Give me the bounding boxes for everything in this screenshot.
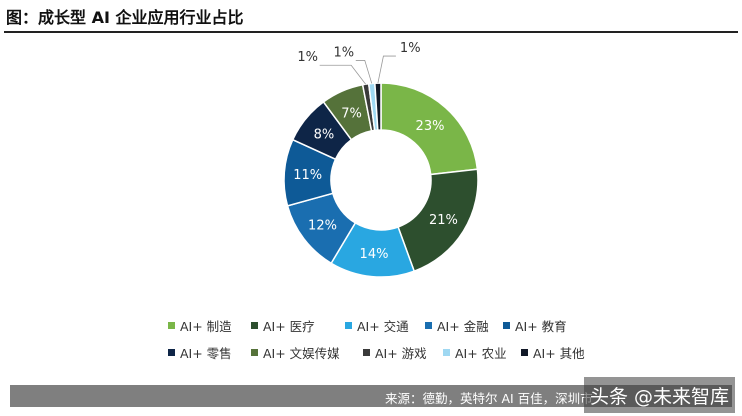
legend-swatch <box>503 322 510 329</box>
slice-label-ai-plus制造: 23% <box>416 119 445 134</box>
chart-title: 图：成长型 AI 企业应用行业占比 <box>6 8 244 27</box>
watermark: 头条 @未来智库 <box>584 377 736 413</box>
legend-swatch <box>168 322 175 329</box>
legend-label: AI+ 零售 <box>180 346 232 361</box>
donut-chart: 23% 21% 14% 12% 11% 8% 7% 1% 1% 1% <box>283 41 479 278</box>
legend-label: AI+ 游戏 <box>375 346 427 361</box>
leader-line-ai-plus其他 <box>377 55 396 84</box>
leader-line-ai-plus游戏 <box>319 64 366 85</box>
legend-swatch <box>168 349 175 356</box>
legend-swatch <box>251 349 258 356</box>
legend-item-ai-plus金融: AI+ 金融 <box>425 316 503 335</box>
legend-label: AI+ 交通 <box>357 319 409 334</box>
slice-ai-plus制造 <box>380 82 479 176</box>
legend-label: AI+ 文娱传媒 <box>263 346 340 361</box>
legend-row: AI+ 制造 AI+ 医疗 AI+ 交通 AI+ 金融 AI+ 教育 <box>168 312 628 339</box>
legend-label: AI+ 制造 <box>180 319 232 334</box>
legend-item-ai-plus游戏: AI+ 游戏 <box>363 343 443 362</box>
legend-swatch <box>425 322 432 329</box>
title-underline <box>4 31 738 33</box>
legend-item-ai-plus教育: AI+ 教育 <box>503 316 588 335</box>
slice-label-ai-plus文娱传媒: 7% <box>341 107 362 122</box>
legend-item-ai-plus制造: AI+ 制造 <box>168 316 251 335</box>
legend-label: AI+ 金融 <box>437 319 489 334</box>
legend: AI+ 制造 AI+ 医疗 AI+ 交通 AI+ 金融 AI+ 教育 AI+ 零售 AI+… <box>168 312 628 366</box>
leader-line-ai-plus农业 <box>355 60 373 84</box>
legend-swatch <box>521 349 528 356</box>
legend-item-ai-plus其他: AI+ 其他 <box>521 343 606 362</box>
legend-item-ai-plus交通: AI+ 交通 <box>345 316 425 335</box>
legend-swatch <box>345 322 352 329</box>
legend-item-ai-plus零售: AI+ 零售 <box>168 343 251 362</box>
source-bar <box>10 385 732 407</box>
legend-item-ai-plus医疗: AI+ 医疗 <box>251 316 345 335</box>
legend-swatch <box>363 349 370 356</box>
slice-label-ai-plus其他: 1% <box>400 41 421 56</box>
slice-label-ai-plus教育: 11% <box>293 168 322 183</box>
legend-row: AI+ 零售 AI+ 文娱传媒 AI+ 游戏 AI+ 农业 AI+ 其他 <box>168 339 628 366</box>
slice-label-ai-plus交通: 14% <box>360 247 389 262</box>
slice-label-ai-plus金融: 12% <box>308 219 337 234</box>
legend-label: AI+ 医疗 <box>263 319 315 334</box>
legend-label: AI+ 农业 <box>455 346 507 361</box>
slice-label-ai-plus游戏: 1% <box>297 50 318 65</box>
source-text: 来源：德勤，英特尔 AI 百佳，深圳市 <box>385 391 593 406</box>
slice-label-ai-plus医疗: 21% <box>429 213 458 228</box>
legend-item-ai-plus文娱传媒: AI+ 文娱传媒 <box>251 343 363 362</box>
legend-item-ai-plus农业: AI+ 农业 <box>443 343 521 362</box>
legend-swatch <box>251 322 258 329</box>
legend-swatch <box>443 349 450 356</box>
legend-label: AI+ 其他 <box>533 346 585 361</box>
slice-label-ai-plus农业: 1% <box>333 45 354 60</box>
legend-label: AI+ 教育 <box>515 319 567 334</box>
slice-ai-plus其他 <box>374 82 382 131</box>
slice-label-ai-plus零售: 8% <box>314 128 335 143</box>
